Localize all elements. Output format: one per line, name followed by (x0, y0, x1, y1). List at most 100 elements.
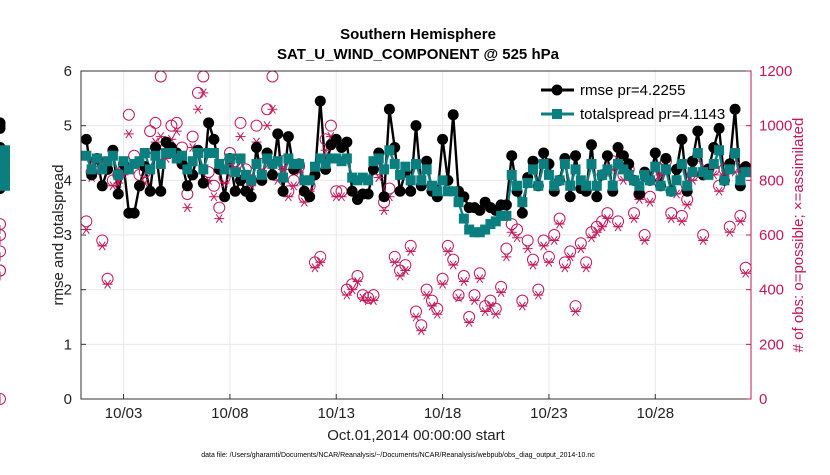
assimilated-marker-stroke (284, 192, 292, 202)
totalspread-marker (192, 148, 203, 158)
possible-obs-marker (207, 179, 220, 192)
totalspread-marker (341, 153, 352, 164)
assimilated-marker-stroke (481, 306, 489, 317)
totalspread-marker (224, 153, 235, 164)
assimilated-obs-marker (347, 285, 358, 295)
rmse-marker (149, 142, 161, 154)
totalspread-marker (527, 164, 538, 175)
totalspread-marker (522, 178, 533, 189)
assimilated-marker-stroke (449, 260, 457, 270)
totalspread-marker (129, 158, 140, 169)
rmse-marker (96, 180, 108, 192)
totalspread-marker (719, 175, 730, 186)
assimilated-marker-stroke (332, 192, 340, 202)
assimilated-obs-marker (644, 197, 655, 207)
rmse-marker (437, 133, 449, 145)
assimilated-marker-stroke (566, 252, 574, 262)
x-axis-label: Oct.01,2014 00:00:00 start (327, 427, 505, 444)
totalspread-marker (352, 175, 363, 186)
assimilated-marker-stroke (556, 219, 563, 229)
totalspread-marker (730, 148, 741, 158)
rmse-marker (155, 185, 167, 197)
totalspread-marker (655, 180, 666, 191)
rmse-marker (219, 191, 231, 203)
rmse-marker (277, 185, 289, 197)
totalspread-marker (373, 153, 384, 164)
assimilated-marker-stroke (370, 296, 377, 306)
assimilated-obs-marker (341, 290, 352, 300)
totalspread-marker (660, 164, 671, 175)
rmse-marker (591, 191, 603, 203)
totalspread-marker (644, 175, 655, 186)
rmse-marker (421, 155, 433, 167)
totalspread-marker (145, 164, 156, 175)
assimilated-obs-marker (740, 268, 751, 278)
assimilated-obs-marker (278, 164, 289, 174)
totalspread-marker (506, 169, 517, 180)
assimilated-marker-stroke (295, 167, 303, 177)
chart-title: Southern Hemisphere (340, 26, 496, 43)
right-tick-label: 400 (759, 282, 784, 299)
assimilated-marker-stroke (465, 317, 473, 328)
assimilated-obs-marker (517, 301, 528, 311)
totalspread-marker (347, 172, 358, 183)
assimilated-obs-marker (437, 279, 448, 289)
rmse-marker (341, 136, 353, 148)
totalspread-marker (278, 172, 289, 183)
possible-obs-marker (452, 289, 465, 302)
y-tick-label: 5 (64, 118, 72, 135)
totalspread-marker (442, 186, 453, 197)
totalspread-marker (97, 164, 108, 175)
rmse-marker (516, 207, 528, 219)
totalspread-marker (309, 161, 320, 172)
assimilated-obs-marker (538, 241, 549, 251)
rmse-marker (692, 125, 704, 137)
rmse-marker (676, 133, 688, 145)
totalspread-marker (496, 210, 507, 221)
assimilated-marker-stroke (359, 293, 367, 303)
totalspread-marker (639, 169, 650, 180)
rmse-marker (144, 185, 156, 197)
assimilated-obs-marker (336, 192, 347, 202)
assimilated-marker-stroke (561, 263, 569, 273)
possible-obs-marker (0, 264, 6, 277)
rmse-marker (538, 147, 550, 159)
assimilated-obs-marker (597, 222, 608, 232)
rmse-marker (378, 191, 390, 203)
assimilated-obs-marker (613, 222, 624, 232)
assimilated-marker-stroke (221, 178, 228, 188)
assimilated-obs-marker (219, 178, 230, 188)
legend: rmse pr=4.2255 totalspread pr=4.1143 (541, 82, 725, 123)
totalspread-marker (650, 161, 661, 172)
totalspread-marker (469, 227, 480, 238)
rmse-marker (394, 185, 406, 197)
totalspread-marker (219, 164, 230, 175)
y-tick-label: 0 (64, 391, 72, 408)
assimilated-marker-stroke (598, 222, 606, 232)
right-tick-label: 0 (759, 391, 767, 408)
assimilated-marker-stroke (630, 214, 638, 224)
totalspread-marker (246, 175, 257, 186)
rmse-marker (272, 128, 284, 140)
possible-obs-marker (511, 223, 524, 236)
totalspread-marker (102, 156, 113, 167)
totalspread-marker (400, 161, 411, 172)
possible-obs-marker (213, 201, 226, 214)
possible-obs-marker (250, 119, 263, 132)
assimilated-obs-marker (379, 205, 390, 215)
possible-obs-marker (500, 242, 513, 255)
rmse-marker (506, 150, 518, 162)
assimilated-obs-marker (698, 235, 709, 246)
assimilated-marker-stroke (742, 268, 750, 278)
totalspread-marker (91, 153, 102, 164)
totalspread-marker (533, 180, 544, 191)
totalspread-marker (485, 219, 496, 230)
totalspread-marker (134, 156, 145, 167)
x-tick-label: 10/23 (530, 405, 568, 422)
assimilated-marker-stroke (348, 285, 356, 295)
totalspread-marker (682, 180, 693, 191)
assimilated-obs-marker (395, 271, 406, 281)
rmse-marker (181, 180, 193, 192)
rmse-marker (245, 191, 257, 203)
